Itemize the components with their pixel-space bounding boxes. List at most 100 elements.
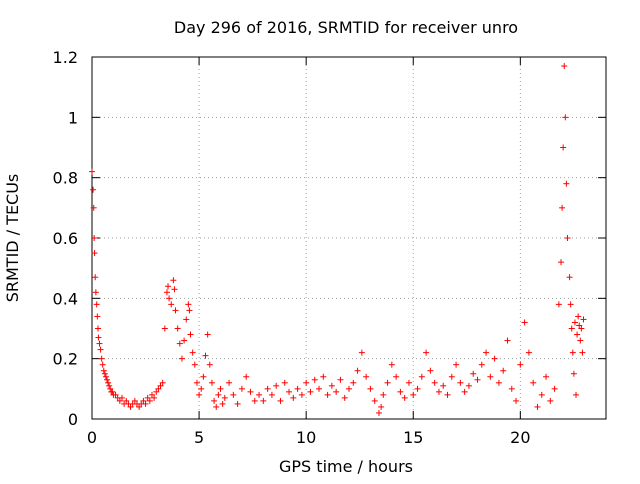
data-point — [174, 325, 181, 332]
data-point — [273, 382, 280, 389]
data-point — [215, 391, 222, 398]
data-point — [508, 385, 515, 392]
data-point — [435, 388, 442, 395]
data-point — [243, 373, 250, 380]
data-point — [208, 379, 215, 386]
data-point — [116, 397, 123, 404]
data-point — [487, 373, 494, 380]
data-point — [367, 385, 374, 392]
data-point — [97, 346, 104, 353]
data-point — [189, 349, 196, 356]
data-point — [268, 391, 275, 398]
data-point — [567, 301, 574, 308]
data-point — [102, 373, 109, 380]
data-point — [118, 394, 125, 401]
data-point — [219, 400, 226, 407]
data-point — [123, 397, 130, 404]
data-point — [136, 403, 143, 410]
data-point — [99, 361, 106, 368]
data-point — [186, 307, 193, 314]
data-point — [151, 394, 158, 401]
data-point — [337, 376, 344, 383]
data-point — [551, 385, 558, 392]
data-point — [397, 388, 404, 395]
data-point — [577, 337, 584, 344]
data-point — [307, 388, 314, 395]
data-point — [525, 349, 532, 356]
data-point — [375, 409, 382, 416]
chart-title: Day 296 of 2016, SRMTID for receiver unr… — [174, 18, 518, 37]
data-point — [563, 180, 570, 187]
data-point — [211, 397, 218, 404]
data-point — [140, 397, 147, 404]
x-tick-label: 15 — [403, 428, 423, 447]
data-point — [560, 144, 567, 151]
data-point — [559, 204, 566, 211]
data-point — [573, 391, 580, 398]
data-point — [281, 379, 288, 386]
data-point — [183, 316, 190, 323]
data-point — [316, 385, 323, 392]
data-point — [500, 367, 507, 374]
data-point — [290, 394, 297, 401]
data-point — [100, 367, 107, 374]
data-point — [513, 397, 520, 404]
data-point — [566, 274, 573, 281]
data-point — [380, 391, 387, 398]
data-point — [157, 382, 164, 389]
data-point — [172, 307, 179, 314]
data-point — [378, 403, 385, 410]
data-point — [578, 325, 585, 332]
data-point — [171, 286, 178, 293]
data-point — [561, 63, 568, 70]
data-point — [393, 373, 400, 380]
y-axis-label: SRMTID / TECUs — [3, 174, 22, 303]
data-point — [354, 367, 361, 374]
data-point — [530, 379, 537, 386]
data-point — [320, 373, 327, 380]
data-point — [144, 394, 151, 401]
y-tick-label: 1.2 — [53, 48, 78, 67]
data-point — [106, 382, 113, 389]
x-tick-label: 5 — [194, 428, 204, 447]
data-point — [264, 385, 271, 392]
data-point — [414, 385, 421, 392]
y-tick-label: 0 — [68, 410, 78, 429]
data-point — [346, 385, 352, 392]
data-point — [564, 235, 571, 241]
data-point — [311, 376, 318, 383]
data-point — [294, 385, 301, 392]
data-point — [112, 391, 119, 398]
data-point — [94, 313, 101, 320]
y-tick-label: 0.8 — [53, 169, 78, 188]
data-point — [303, 379, 310, 386]
data-point — [534, 403, 541, 410]
x-tick-label: 20 — [510, 428, 530, 447]
data-point — [200, 373, 207, 380]
data-point — [341, 394, 348, 401]
data-point — [230, 391, 237, 398]
data-point — [178, 355, 185, 362]
data-point — [146, 397, 153, 404]
data-point — [226, 379, 233, 386]
data-point — [580, 316, 587, 323]
data-point — [423, 349, 430, 356]
data-point — [155, 385, 162, 392]
data-point — [478, 361, 485, 368]
data-point — [388, 361, 395, 368]
y-tick-label: 0.2 — [53, 350, 78, 369]
data-point — [491, 355, 498, 362]
data-point — [474, 376, 481, 383]
data-point — [575, 313, 582, 320]
data-point — [95, 334, 102, 341]
data-point — [547, 397, 554, 404]
data-point — [168, 301, 175, 308]
data-point — [105, 379, 112, 386]
data-point — [193, 379, 200, 386]
data-point — [234, 400, 241, 407]
data-point — [191, 361, 198, 368]
data-point — [363, 373, 370, 380]
data-point — [371, 397, 378, 404]
data-point — [103, 376, 110, 383]
data-point — [90, 186, 97, 193]
